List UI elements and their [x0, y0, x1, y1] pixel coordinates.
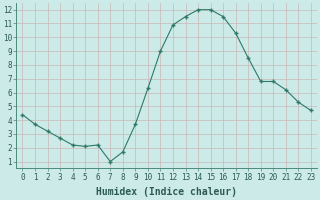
X-axis label: Humidex (Indice chaleur): Humidex (Indice chaleur) — [96, 187, 237, 197]
